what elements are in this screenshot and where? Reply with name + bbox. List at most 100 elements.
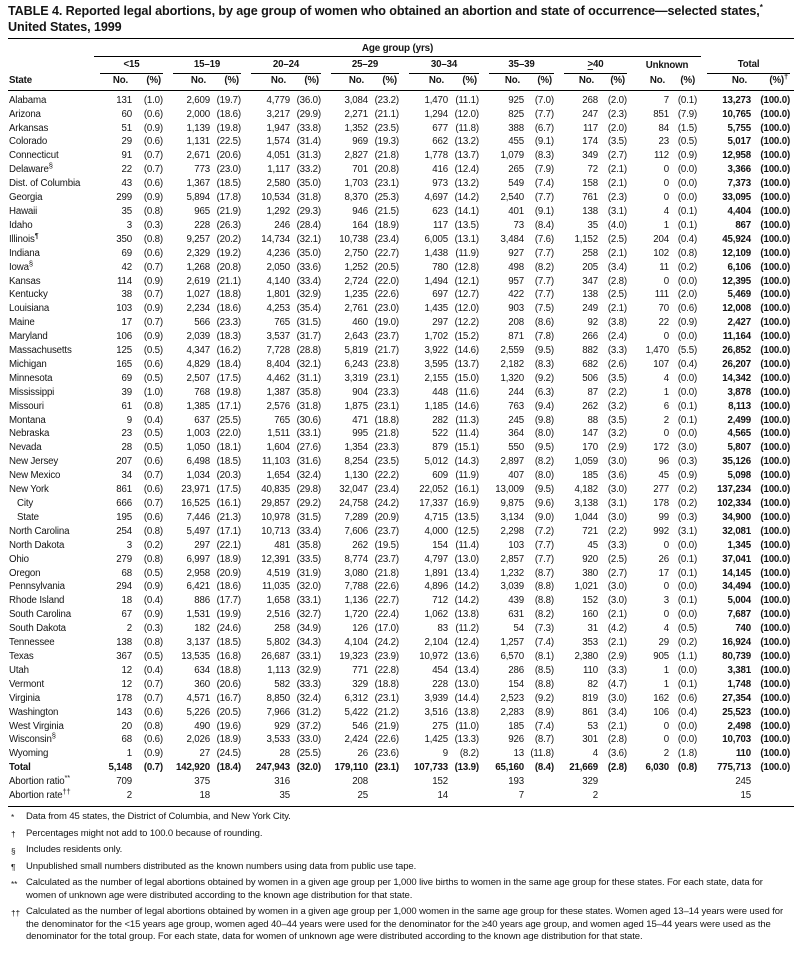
- no-value: 32,047: [339, 484, 368, 496]
- no-value: 185: [508, 720, 524, 732]
- no-value: 4: [663, 623, 669, 635]
- pct-value: (3.0): [607, 484, 627, 496]
- summary-blank: [134, 775, 167, 789]
- pct-value: (19.0): [374, 317, 400, 329]
- pct-value: (0.0): [677, 372, 698, 384]
- state-label: North Dakota: [9, 539, 65, 551]
- state-row: State 195 (0.6) 7,446 (21.3) 10,978 (31.5) 7,28…: [8, 511, 794, 525]
- no-value: 125: [116, 345, 132, 357]
- no-value: 929: [274, 720, 290, 732]
- no-value: 178: [653, 498, 669, 509]
- pct-value: (3.3): [607, 539, 627, 551]
- summary-blank: [526, 789, 558, 807]
- pct-value: (33.1): [296, 595, 322, 607]
- no-value: 10,978: [261, 511, 290, 523]
- summary-value: 15: [701, 789, 754, 807]
- pct-value: (100.0): [760, 331, 791, 343]
- pct-value: (37.2): [296, 720, 322, 732]
- no-value: 16,525: [181, 498, 210, 509]
- no-value: 26: [658, 553, 670, 565]
- pct-value: (15.2): [454, 331, 480, 343]
- pct-value: (20.8): [216, 261, 242, 273]
- footnotes-section: * Data from 45 states, the District of Co…: [8, 811, 794, 944]
- pct-value: (19.8): [216, 386, 242, 398]
- state-label: Louisiana: [9, 303, 50, 315]
- state-label: Dist. of Columbia: [9, 178, 81, 190]
- no-value: 0: [663, 275, 669, 287]
- pct-value: (28.4): [296, 219, 322, 231]
- pct-value: (29.9): [296, 108, 322, 120]
- pct-value: (0.6): [143, 734, 163, 746]
- pct-value: (7.7): [534, 539, 554, 551]
- pct-value: (100.0): [760, 205, 791, 217]
- no-value: 4,715: [424, 511, 449, 523]
- pct-value: (12.2): [454, 317, 480, 329]
- summary-blank: [134, 789, 167, 807]
- pct-value: (8.1): [534, 650, 554, 662]
- no-value: 1,470: [645, 345, 670, 357]
- no-value: 407: [508, 470, 524, 482]
- pct-value: (2.9): [607, 442, 627, 454]
- state-row: Nevada 28 (0.5) 1,050 (18.1) 1,604 (27.6) 1,354…: [8, 441, 794, 455]
- pct-value: (7.7): [534, 289, 554, 301]
- pct-value: (22.4): [374, 609, 400, 621]
- no-value: 773: [194, 164, 210, 176]
- no-value: 5,004: [727, 595, 752, 607]
- pct-value: (23.9): [374, 650, 400, 662]
- no-value: 7,788: [344, 581, 369, 593]
- no-value: 1,131: [186, 136, 211, 148]
- no-value: 154: [508, 678, 524, 690]
- no-value: 6,498: [186, 456, 211, 468]
- pct-value: (13.7): [454, 358, 480, 370]
- footnote-text: Unpublished small numbers distributed as…: [26, 860, 417, 872]
- no-value: 1,658: [266, 595, 291, 607]
- no-value: 3,484: [500, 233, 525, 245]
- no-value: 137,234: [717, 484, 752, 496]
- no-value: 182: [194, 623, 210, 635]
- no-value: 481: [274, 539, 290, 551]
- pct-value: (0.1): [677, 94, 698, 106]
- pct-value: (13.5): [454, 511, 480, 523]
- state-label: Vermont: [9, 678, 45, 690]
- no-value: 3,516: [424, 706, 449, 718]
- pct-value: (7.3): [534, 623, 554, 635]
- no-col-header: No.: [403, 73, 450, 91]
- col-group-label: 25–29: [331, 58, 399, 74]
- pct-value: (23.3): [216, 317, 242, 329]
- no-value: 2,329: [186, 247, 211, 259]
- no-value: 0: [663, 164, 669, 176]
- summary-blank: [292, 775, 325, 789]
- no-value: 957: [508, 275, 524, 287]
- pct-value: (0.4): [677, 358, 698, 370]
- state-label-sup: §: [28, 258, 33, 268]
- no-value: 1,320: [500, 372, 525, 384]
- summary-label-sup: ††: [62, 786, 71, 796]
- no-value: 65,160: [495, 762, 524, 774]
- state-label: Arkansas: [9, 122, 49, 134]
- summary-blank: [600, 775, 631, 789]
- pct-value: (0.1): [677, 400, 698, 412]
- no-value: 3,217: [266, 108, 291, 120]
- no-value: 2,026: [186, 734, 211, 746]
- no-value: 160: [582, 609, 598, 621]
- no-value: 454: [432, 664, 448, 676]
- pct-value: (100.0): [760, 400, 791, 412]
- state-label: Michigan: [9, 358, 47, 370]
- no-value: 1,235: [344, 289, 369, 301]
- pct-value: (7.7): [534, 553, 554, 565]
- pct-value: (9.5): [534, 484, 554, 496]
- pct-value: (19.8): [216, 122, 242, 134]
- no-value: 111: [654, 289, 669, 301]
- pct-value: (33.4): [296, 525, 322, 537]
- summary-blank: [526, 775, 558, 789]
- pct-value: (34.9): [296, 623, 322, 635]
- no-value: 10,738: [339, 233, 368, 245]
- pct-value: (31.4): [296, 136, 322, 148]
- state-label: Georgia: [9, 192, 43, 204]
- no-value: 12: [121, 664, 133, 676]
- pct-value: (13.2): [454, 178, 480, 190]
- pct-value: (7.7): [534, 108, 554, 120]
- pct-value: (3.2): [607, 428, 627, 440]
- pct-value: (2.2): [607, 525, 627, 537]
- pct-value: (0.0): [677, 192, 698, 204]
